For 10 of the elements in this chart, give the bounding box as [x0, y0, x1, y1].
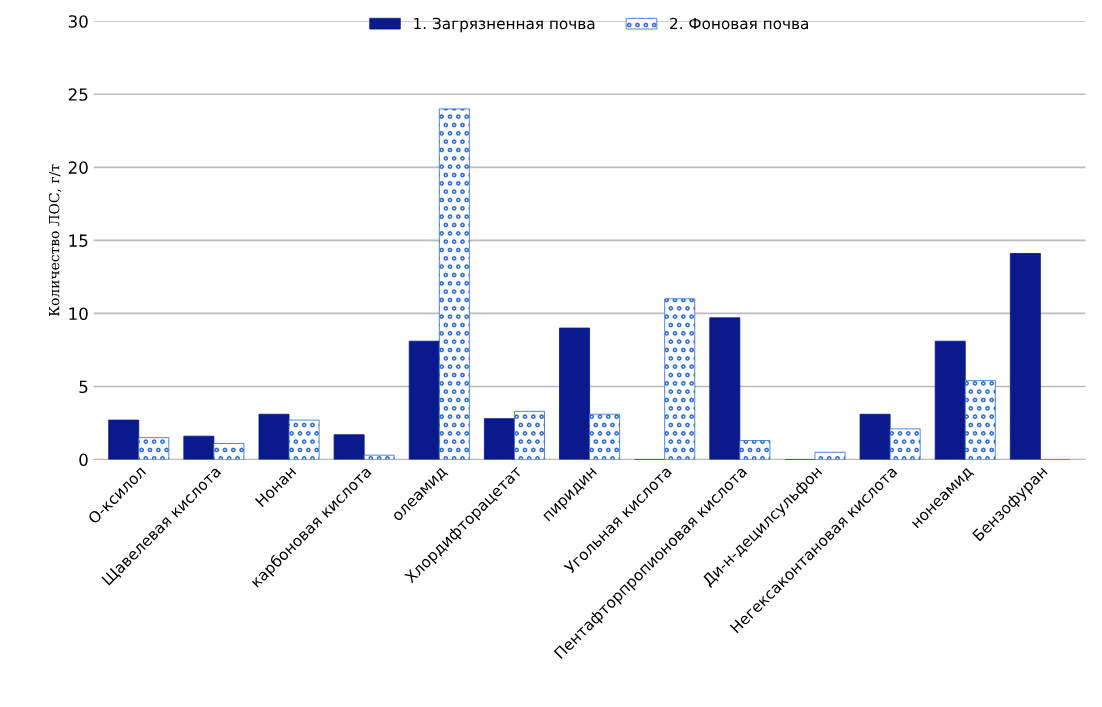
y-tick-label: 20	[68, 161, 88, 174]
legend-label: 1. Загрязненная почва	[414, 17, 595, 33]
y-tick-label: 30	[68, 15, 88, 28]
y-tick-label: 25	[68, 88, 88, 101]
legend-label: 2. Фоновая почва	[670, 17, 809, 30]
y-tick-label: 10	[69, 307, 88, 321]
y-tick-label: 15	[69, 234, 88, 247]
y-axis-title: Количество ЛОС, г/т	[48, 164, 62, 316]
y-tick-label: 0	[79, 453, 88, 467]
y-tick-label: 5	[79, 380, 88, 394]
